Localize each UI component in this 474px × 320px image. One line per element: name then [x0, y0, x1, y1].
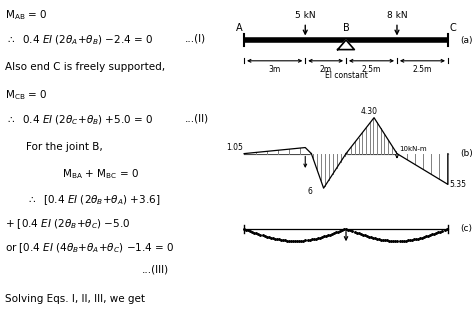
Polygon shape — [337, 40, 355, 50]
Text: (a): (a) — [461, 36, 473, 44]
Text: Also end C is freely supported,: Also end C is freely supported, — [5, 62, 165, 72]
Text: A: A — [236, 23, 243, 33]
Text: 10kN-m: 10kN-m — [399, 146, 427, 152]
Text: M$_\mathregular{CB}$ = 0: M$_\mathregular{CB}$ = 0 — [5, 88, 47, 102]
Text: 6: 6 — [308, 187, 312, 196]
Polygon shape — [311, 154, 346, 188]
Text: M$_\mathregular{BA}$ + M$_\mathregular{BC}$ = 0: M$_\mathregular{BA}$ + M$_\mathregular{B… — [62, 167, 139, 181]
Text: (b): (b) — [461, 149, 474, 158]
Polygon shape — [244, 148, 311, 154]
Text: ...(II): ...(II) — [185, 114, 209, 124]
Text: 8 kN: 8 kN — [387, 11, 407, 20]
Text: $\therefore$  [0.4 $EI$ (2$\theta_B$+$\theta_A$) +3.6]: $\therefore$ [0.4 $EI$ (2$\theta_B$+$\th… — [26, 193, 160, 207]
Text: 4.30: 4.30 — [361, 107, 378, 116]
Polygon shape — [397, 154, 448, 184]
Text: Solving Eqs. I, II, III, we get: Solving Eqs. I, II, III, we get — [5, 294, 145, 304]
Text: $\therefore$  0.4 $EI$ (2$\theta_A$+$\theta_B$) $-$2.4 = 0: $\therefore$ 0.4 $EI$ (2$\theta_A$+$\the… — [5, 34, 153, 47]
Text: 3m: 3m — [269, 65, 281, 74]
Text: For the joint B,: For the joint B, — [26, 142, 103, 152]
Text: + [0.4 $EI$ (2$\theta_B$+$\theta_C$) $-$5.0: + [0.4 $EI$ (2$\theta_B$+$\theta_C$) $-$… — [5, 217, 130, 231]
Text: 5.35: 5.35 — [450, 180, 467, 189]
Text: 5 kN: 5 kN — [295, 11, 316, 20]
Text: 2m: 2m — [319, 65, 332, 74]
Polygon shape — [346, 118, 397, 154]
Text: 1.05: 1.05 — [226, 143, 243, 152]
Text: 2.5m: 2.5m — [362, 65, 381, 74]
Text: 2.5m: 2.5m — [413, 65, 432, 74]
Text: ...(I): ...(I) — [185, 34, 206, 44]
Text: C: C — [449, 23, 456, 33]
Text: $\therefore$  0.4 $EI$ (2$\theta_C$+$\theta_B$) +5.0 = 0: $\therefore$ 0.4 $EI$ (2$\theta_C$+$\the… — [5, 114, 153, 127]
Text: (c): (c) — [461, 224, 473, 233]
Text: or [0.4 $EI$ (4$\theta_B$+$\theta_A$+$\theta_C$) $-$1.4 = 0: or [0.4 $EI$ (4$\theta_B$+$\theta_A$+$\t… — [5, 241, 174, 255]
Text: EI constant: EI constant — [325, 71, 367, 80]
Text: ...(III): ...(III) — [142, 265, 169, 275]
Text: B: B — [343, 23, 349, 33]
Text: M$_\mathregular{AB}$ = 0: M$_\mathregular{AB}$ = 0 — [5, 8, 47, 22]
